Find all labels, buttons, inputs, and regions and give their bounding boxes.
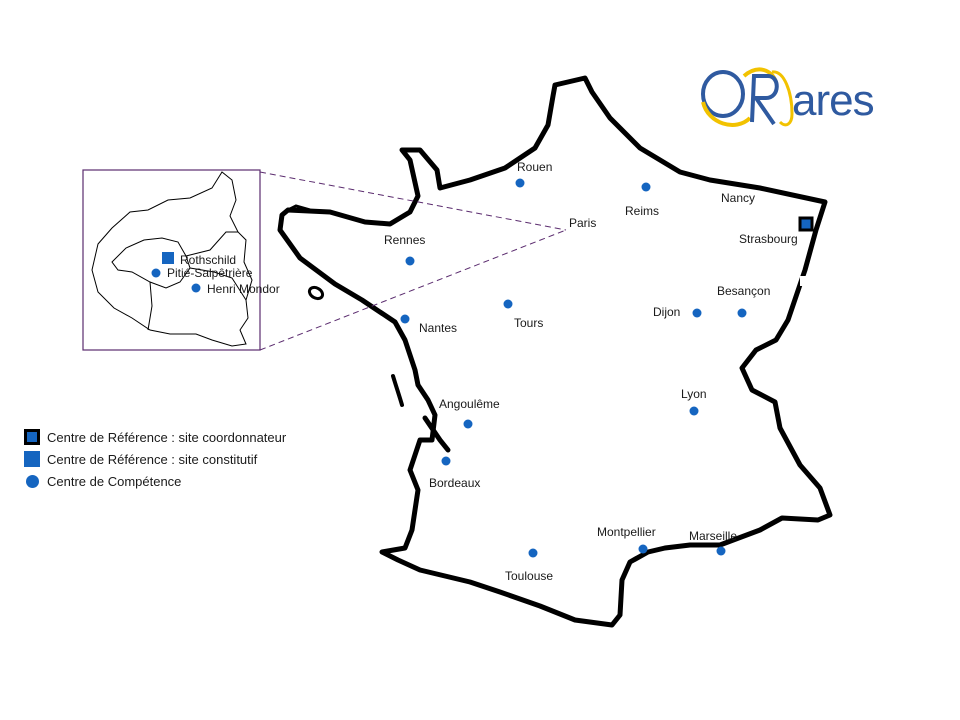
city-label-mondor: Henri Mondor bbox=[207, 282, 280, 296]
city-label-rennes: Rennes bbox=[384, 233, 425, 247]
competence-marker-rennes bbox=[405, 256, 415, 266]
coordinator-marker-strasbourg bbox=[798, 216, 814, 232]
logo-wordmark: ares bbox=[792, 76, 875, 125]
competence-marker-lyon bbox=[689, 406, 699, 416]
competence-marker-angouleme bbox=[463, 419, 473, 429]
city-label-montpellier: Montpellier bbox=[597, 525, 656, 539]
competence-marker-marseille bbox=[716, 546, 726, 556]
competence-dot-icon bbox=[26, 474, 39, 488]
city-label-reims: Reims bbox=[625, 204, 659, 218]
legend-coordinator: Centre de Référence : site coordonnateur bbox=[24, 426, 286, 448]
city-label-paris: Paris bbox=[569, 216, 596, 230]
city-label-besancon: Besançon bbox=[717, 284, 770, 298]
city-label-rothschild: Rothschild bbox=[180, 253, 236, 267]
city-label-pitie: Pitié-Salpêtrière bbox=[167, 266, 253, 280]
city-label-dijon: Dijon bbox=[653, 305, 680, 319]
city-label-lyon: Lyon bbox=[681, 387, 707, 401]
competence-marker-rouen bbox=[515, 178, 525, 188]
constitutive-marker-rothschild bbox=[162, 252, 174, 264]
competence-marker-toulouse bbox=[528, 548, 538, 558]
legend: Centre de Référence : site coordonnateur… bbox=[24, 426, 286, 492]
competence-marker-mondor bbox=[191, 283, 201, 293]
competence-marker-tours bbox=[503, 299, 513, 309]
city-label-angouleme: Angoulême bbox=[439, 397, 500, 411]
competence-marker-besancon bbox=[737, 308, 747, 318]
city-label-rouen: Rouen bbox=[517, 160, 552, 174]
coordinator-square-icon bbox=[24, 429, 40, 445]
city-label-toulouse: Toulouse bbox=[505, 569, 553, 583]
competence-marker-montpellier bbox=[638, 544, 648, 554]
competence-marker-reims bbox=[641, 182, 651, 192]
city-label-bordeaux: Bordeaux bbox=[429, 476, 480, 490]
competence-marker-bordeaux bbox=[441, 456, 451, 466]
city-label-nancy: Nancy bbox=[721, 191, 755, 205]
constitutive-square-icon bbox=[24, 451, 40, 467]
city-label-marseille: Marseille bbox=[689, 529, 737, 543]
legend-constitutive-label: Centre de Référence : site constitutif bbox=[47, 451, 258, 467]
paris-departments bbox=[91, 171, 253, 347]
city-label-nantes: Nantes bbox=[419, 321, 457, 335]
city-label-strasbourg: Strasbourg bbox=[739, 232, 798, 246]
competence-marker-pitie bbox=[151, 268, 161, 278]
legend-competence: Centre de Compétence bbox=[24, 470, 286, 492]
orares-logo: ares bbox=[700, 62, 885, 142]
competence-marker-dijon bbox=[692, 308, 702, 318]
city-label-tours: Tours bbox=[514, 316, 543, 330]
france-outline bbox=[277, 75, 833, 628]
competence-marker-nantes bbox=[400, 314, 410, 324]
legend-competence-label: Centre de Compétence bbox=[47, 473, 182, 489]
legend-constitutive: Centre de Référence : site constitutif bbox=[24, 448, 286, 470]
legend-coordinator-label: Centre de Référence : site coordonnateur bbox=[47, 429, 287, 445]
